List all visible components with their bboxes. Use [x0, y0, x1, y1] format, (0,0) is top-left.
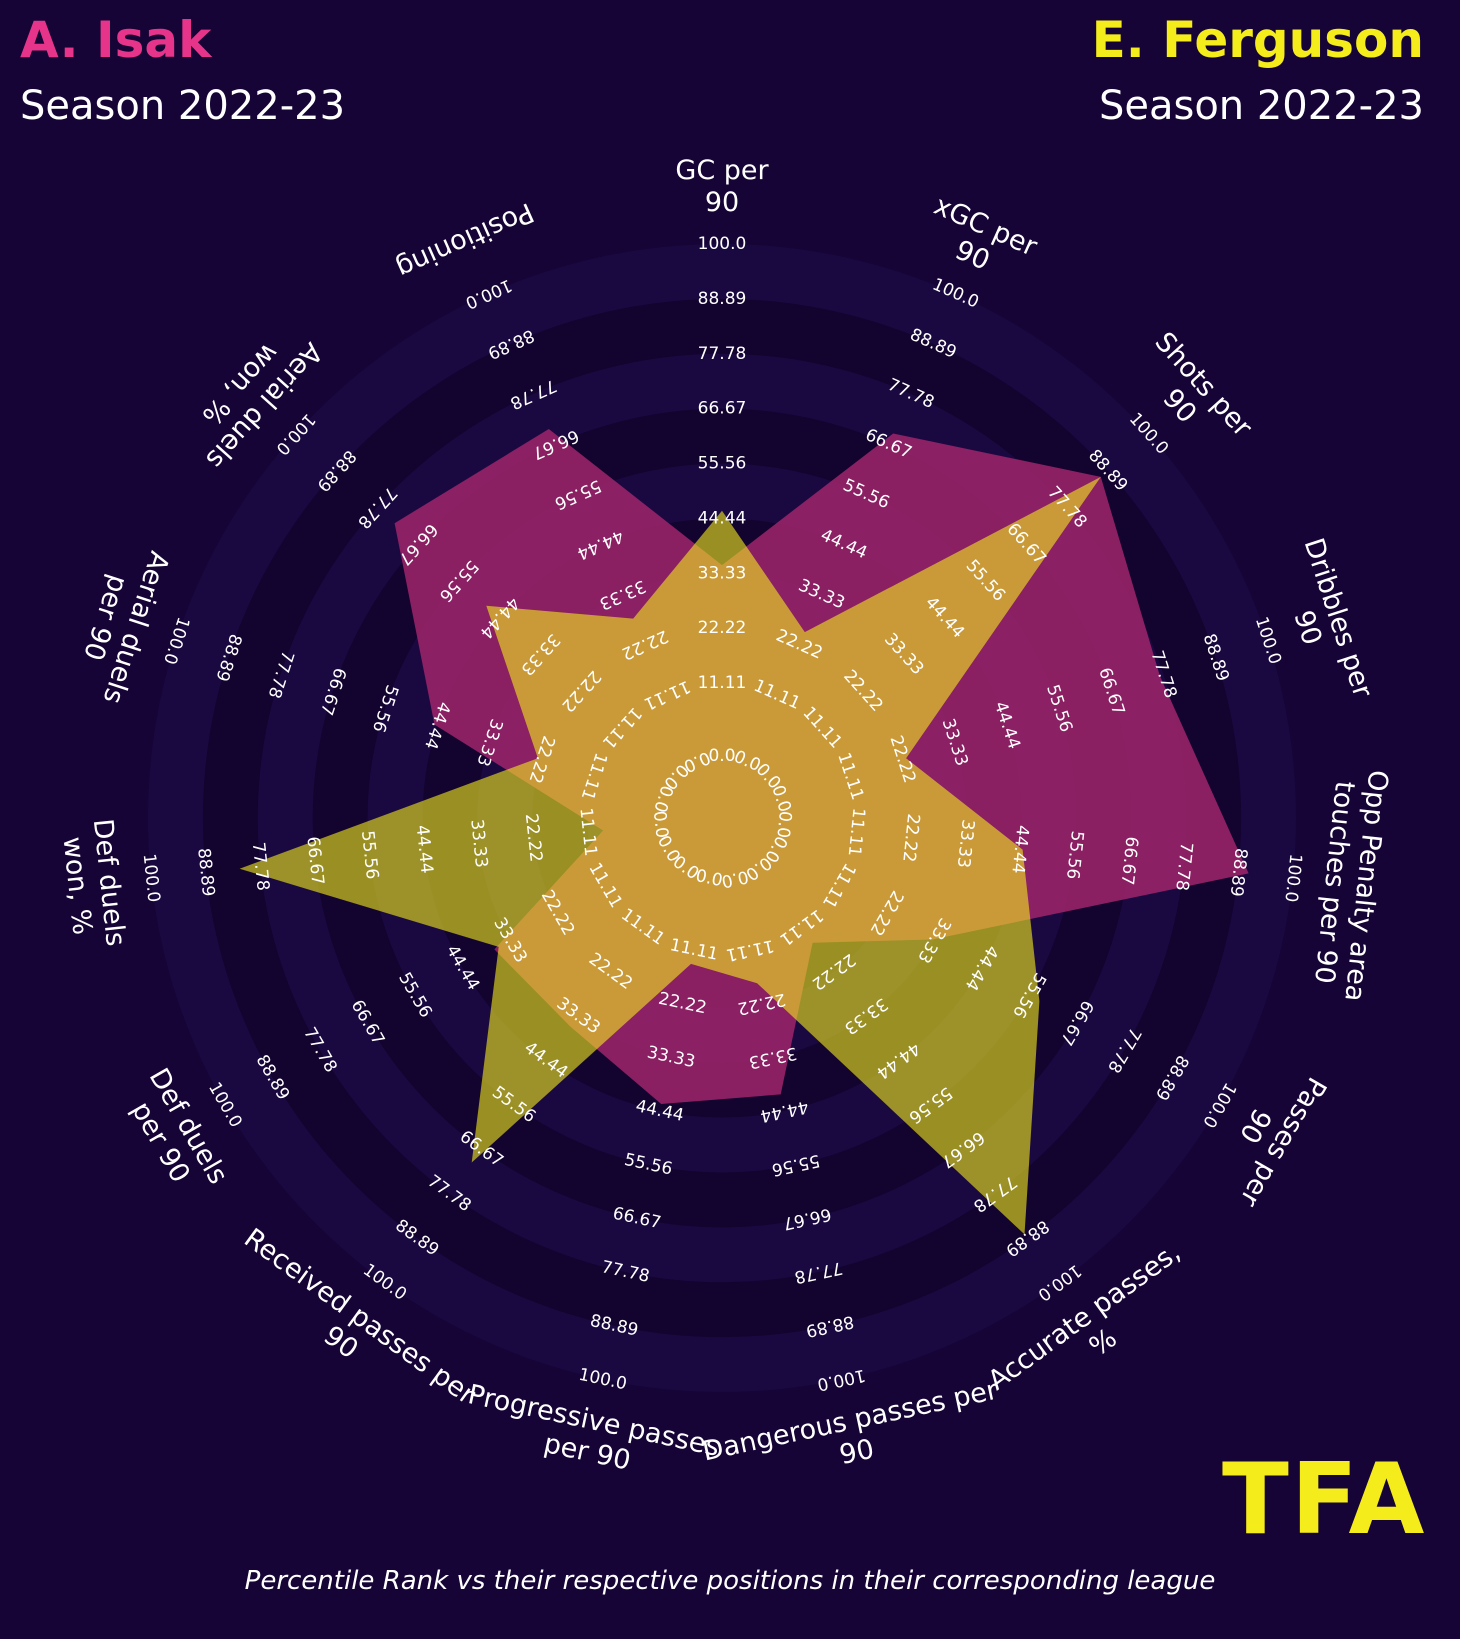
category-label: Def duelswon, % — [55, 817, 131, 951]
tick-label: 77.78 — [698, 344, 747, 364]
radar-series — [239, 429, 1249, 1235]
tick-label: 33.33 — [698, 563, 747, 583]
tick-label: 88.89 — [698, 289, 747, 309]
tick-label: 0.0 — [708, 746, 735, 766]
tick-label: 100.0 — [698, 234, 747, 254]
tick-label: 100.0 — [139, 853, 164, 903]
tick-label: 44.44 — [698, 508, 747, 528]
player-a-name: A. Isak — [20, 11, 212, 69]
chart-footnote: Percentile Rank vs their respective posi… — [244, 1566, 1216, 1596]
tick-label: 66.67 — [698, 399, 747, 419]
category-label: Aerial duelsper 90 — [66, 538, 175, 708]
player-a-season: Season 2022-23 — [20, 83, 346, 129]
category-label: Dangerous passes per90 — [700, 1374, 1008, 1498]
tick-label: 0.0 — [649, 810, 672, 839]
player-b-season: Season 2022-23 — [1098, 83, 1424, 129]
category-label: Positioning — [391, 196, 538, 284]
series-e-ferguson — [239, 476, 1101, 1235]
tick-label: 55.56 — [698, 454, 747, 474]
tick-label: 22.22 — [698, 618, 747, 638]
category-label: Progressive passesper 90 — [459, 1379, 723, 1494]
category-label: GC per 90 — [675, 155, 769, 218]
tick-label: 11.11 — [698, 673, 747, 693]
category-label: Opp Penalty areatouches per 90 — [1307, 765, 1394, 1003]
player-b-name: E. Ferguson — [1091, 11, 1424, 69]
tfa-logo: TFA — [1222, 1443, 1427, 1557]
tick-label: 0.0 — [772, 810, 795, 839]
category-label: xGC per90 — [916, 190, 1042, 292]
category-label: Dribbles per90 — [1267, 535, 1378, 713]
